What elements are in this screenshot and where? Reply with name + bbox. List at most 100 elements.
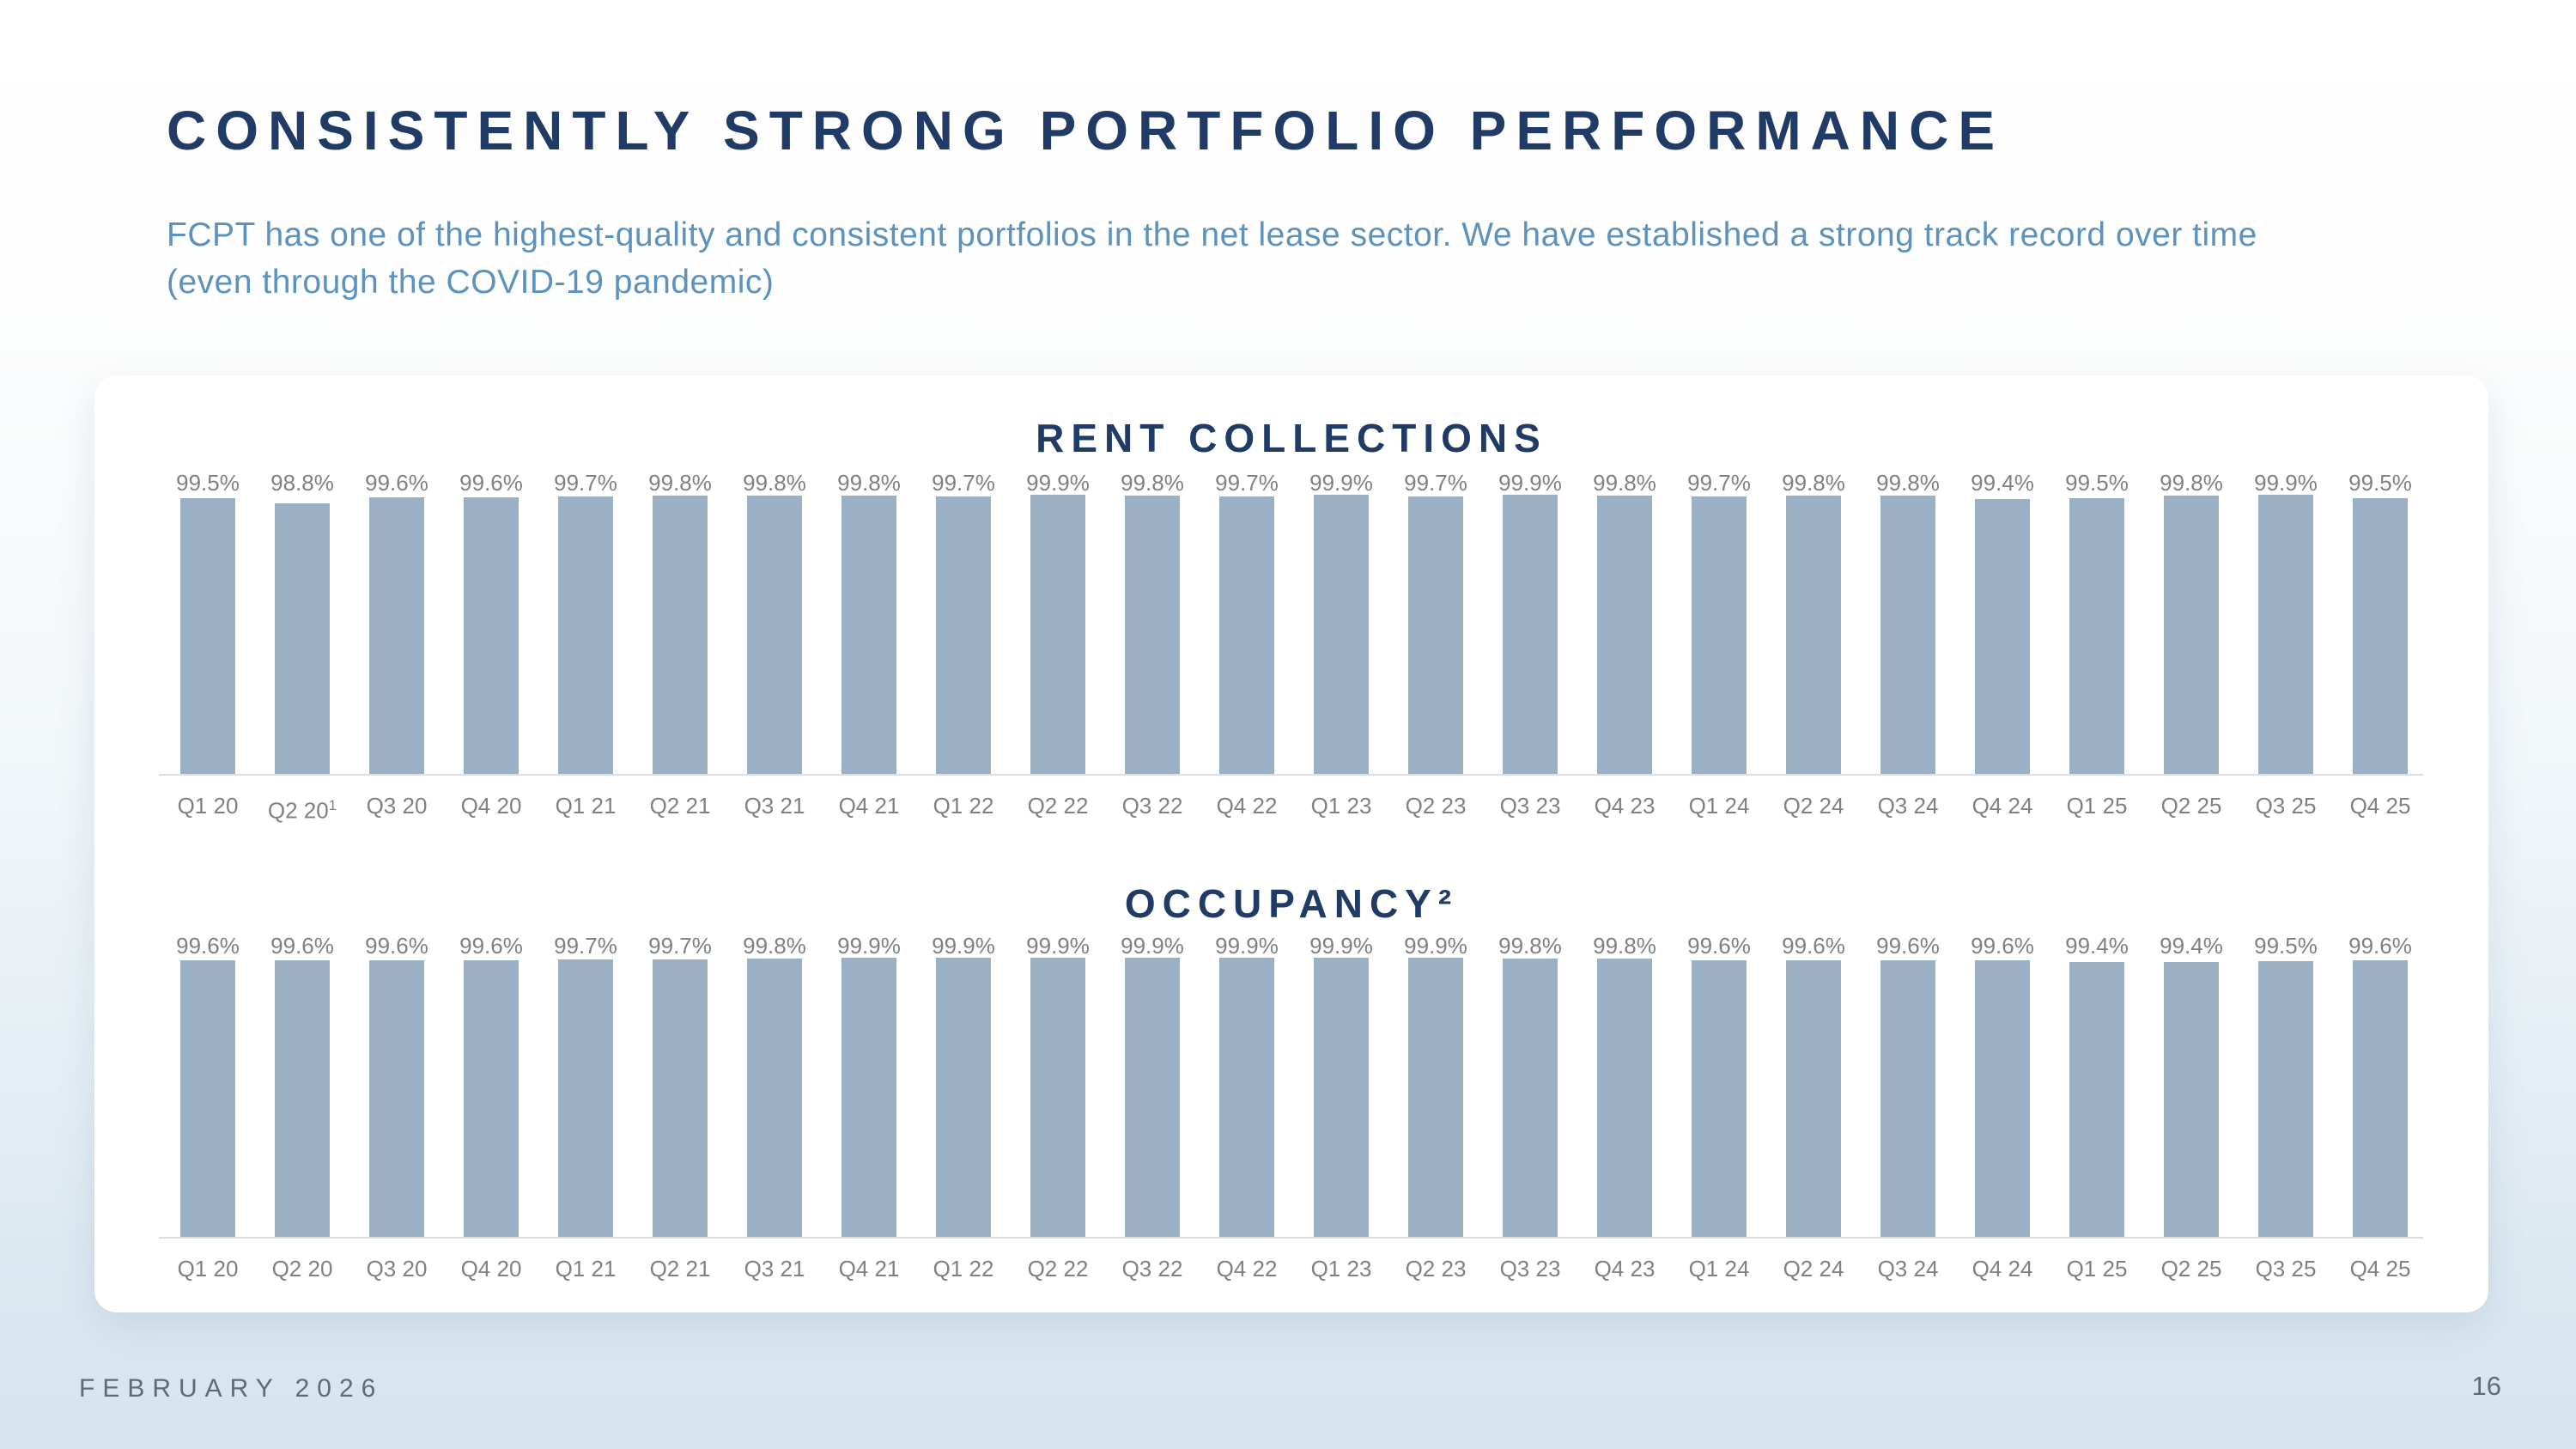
bar-slot bbox=[538, 496, 633, 776]
bar bbox=[936, 496, 991, 776]
bar bbox=[653, 959, 708, 1239]
bar bbox=[558, 959, 613, 1239]
bar-category-label: Q1 22 bbox=[933, 1256, 994, 1282]
bar-value-label: 99.8% bbox=[2160, 470, 2223, 496]
bar-category-label: Q3 20 bbox=[366, 793, 428, 819]
bar bbox=[841, 958, 896, 1239]
bar bbox=[1975, 960, 2030, 1239]
bar bbox=[1314, 958, 1369, 1239]
bar-category-label: Q3 24 bbox=[1877, 1256, 1939, 1282]
bar-slot bbox=[633, 496, 727, 776]
bar-category-label: Q2 22 bbox=[1027, 793, 1089, 819]
bar-category-label: Q3 25 bbox=[2255, 1256, 2317, 1282]
bar-value-label: 99.4% bbox=[2160, 933, 2223, 959]
bar bbox=[2164, 496, 2219, 776]
bar-category-label: Q3 21 bbox=[744, 1256, 805, 1282]
bar-category-label: Q2 20 bbox=[271, 1256, 333, 1282]
chart-title-rent-collections: RENT COLLECTIONS bbox=[1036, 416, 1547, 460]
bar bbox=[2164, 962, 2219, 1239]
bars-row bbox=[161, 492, 2427, 776]
bar-category-label: Q1 21 bbox=[555, 1256, 617, 1282]
bar-slot bbox=[2144, 962, 2239, 1239]
bar-value-label: 99.8% bbox=[1498, 933, 1562, 959]
bar-slot bbox=[727, 496, 822, 776]
bar bbox=[558, 496, 613, 776]
bar-category-label: Q1 25 bbox=[2066, 793, 2128, 819]
bar-category-label: Q1 22 bbox=[933, 793, 994, 819]
bar-category-label: Q3 24 bbox=[1877, 793, 1939, 819]
bar-slot bbox=[1388, 496, 1483, 776]
bar-slot bbox=[161, 960, 255, 1239]
bar-slot bbox=[1200, 496, 1294, 776]
bar bbox=[369, 497, 424, 776]
bar bbox=[936, 958, 991, 1239]
bar-value-label: 99.9% bbox=[1498, 470, 1562, 496]
bar-slot bbox=[1861, 496, 1955, 776]
bar bbox=[2258, 495, 2313, 776]
bar-slot bbox=[1672, 496, 1766, 776]
bar-value-label: 99.8% bbox=[743, 933, 806, 959]
bar-slot bbox=[1200, 958, 1294, 1239]
bar bbox=[1880, 960, 1935, 1239]
bar-category-label: Q4 24 bbox=[1971, 1256, 2033, 1282]
bar-slot bbox=[1577, 496, 1672, 776]
bar-slot bbox=[2333, 498, 2427, 776]
bar-value-label: 99.6% bbox=[365, 933, 428, 959]
bar-value-label: 98.8% bbox=[270, 470, 334, 496]
bar-value-label: 99.7% bbox=[1404, 470, 1467, 496]
bar-slot bbox=[2050, 498, 2144, 776]
bar bbox=[1597, 959, 1652, 1239]
bar-category-label: Q3 20 bbox=[366, 1256, 428, 1282]
bar-category-label: Q4 22 bbox=[1216, 793, 1278, 819]
bar-value-label: 99.7% bbox=[554, 470, 617, 496]
bar bbox=[747, 959, 802, 1239]
bar-slot bbox=[1483, 495, 1577, 776]
bar-slot bbox=[1011, 958, 1105, 1239]
bar-slot bbox=[1105, 958, 1200, 1239]
bar-value-label: 99.8% bbox=[1782, 470, 1845, 496]
bar bbox=[369, 960, 424, 1239]
bar-slot bbox=[255, 960, 349, 1239]
bar bbox=[180, 498, 235, 776]
bar-value-label: 99.6% bbox=[1782, 933, 1845, 959]
chart-title-occupancy: OCCUPANCY² bbox=[1124, 881, 1459, 926]
bar-slot bbox=[1105, 496, 1200, 776]
bar-value-label: 99.9% bbox=[932, 933, 995, 959]
category-labels-row: Q1 20 Q2 20 Q3 20 Q4 20 Q1 21 Q2 21 Q3 21 Q4 21… bbox=[161, 1257, 2427, 1280]
bar-value-label: 99.6% bbox=[459, 933, 523, 959]
bar-slot bbox=[161, 498, 255, 776]
bar-slot bbox=[1955, 960, 2050, 1239]
bar bbox=[1030, 958, 1085, 1239]
bar bbox=[1692, 960, 1747, 1239]
x-axis-line bbox=[159, 1237, 2423, 1239]
bar-slot bbox=[1011, 495, 1105, 776]
bar bbox=[464, 960, 519, 1239]
bar-slot bbox=[822, 496, 916, 776]
charts-card: RENT COLLECTIONS 99.5% 98.8% 99.6% 99.6% 99.… bbox=[94, 375, 2488, 1312]
bar-category-label: Q4 22 bbox=[1216, 1256, 1278, 1282]
bar bbox=[1125, 958, 1180, 1239]
value-labels-row: 99.5% 98.8% 99.6% 99.6% 99.7% 99.8% 99.8% 99.8%… bbox=[161, 472, 2427, 494]
bar bbox=[2353, 498, 2408, 776]
bar-value-label: 99.8% bbox=[1121, 470, 1184, 496]
bar bbox=[1030, 495, 1085, 776]
page-title: CONSISTENTLY STRONG PORTFOLIO PERFORMANC… bbox=[167, 99, 2004, 161]
bar-slot bbox=[633, 959, 727, 1239]
bar-category-label: Q1 24 bbox=[1688, 793, 1750, 819]
bar-value-label: 99.9% bbox=[1404, 933, 1467, 959]
bar-value-label: 99.6% bbox=[270, 933, 334, 959]
bar-value-label: 99.8% bbox=[1593, 470, 1656, 496]
x-axis-line bbox=[159, 774, 2423, 776]
bar bbox=[2069, 498, 2124, 776]
bar-category-label: Q2 21 bbox=[649, 793, 711, 819]
bar bbox=[1219, 958, 1274, 1239]
bar bbox=[1597, 496, 1652, 776]
bar-value-label: 99.6% bbox=[459, 470, 523, 496]
bar-slot bbox=[1483, 959, 1577, 1239]
bar-category-label: Q4 24 bbox=[1971, 793, 2033, 819]
bar-value-label: 99.9% bbox=[1026, 933, 1090, 959]
bar-value-label: 99.8% bbox=[1593, 933, 1656, 959]
bar-category-label: Q2 201 bbox=[267, 797, 337, 824]
bar-slot bbox=[255, 503, 349, 776]
bar-category-label: Q4 23 bbox=[1594, 793, 1656, 819]
